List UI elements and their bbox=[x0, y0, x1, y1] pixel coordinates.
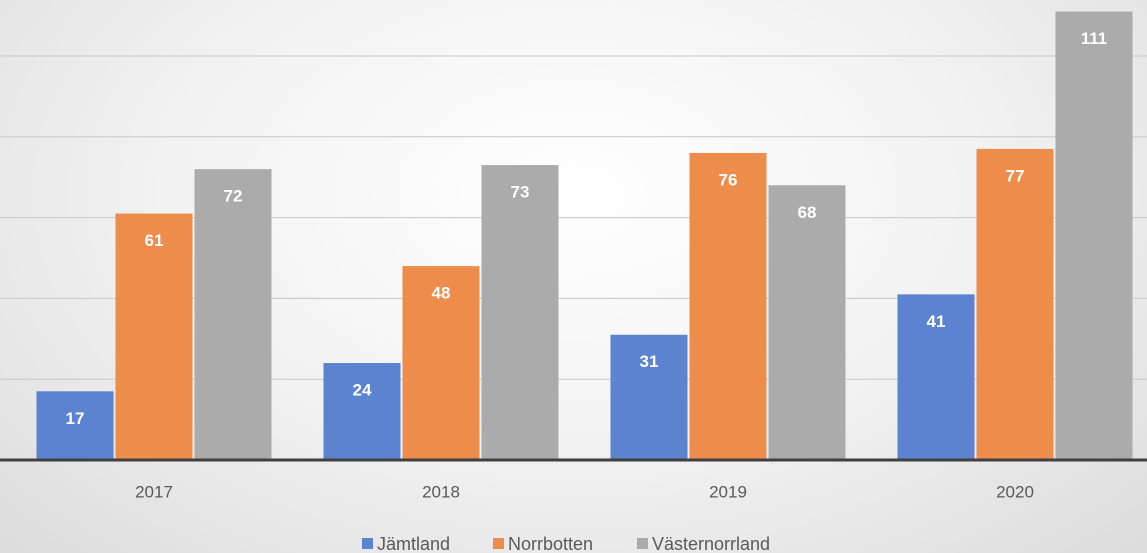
data-label: 41 bbox=[927, 312, 946, 331]
data-label: 72 bbox=[224, 187, 243, 206]
data-label: 48 bbox=[432, 284, 451, 303]
bar bbox=[194, 169, 272, 460]
data-label: 61 bbox=[145, 231, 164, 250]
bar bbox=[689, 152, 767, 460]
bar bbox=[976, 148, 1054, 461]
legend-label: Norrbotten bbox=[508, 534, 593, 553]
data-label: 77 bbox=[1006, 166, 1025, 185]
data-label: 24 bbox=[353, 381, 372, 400]
bar bbox=[1055, 11, 1133, 461]
bar bbox=[768, 185, 846, 460]
bar bbox=[610, 334, 688, 460]
data-label: 31 bbox=[640, 352, 659, 371]
data-label: 68 bbox=[798, 203, 817, 222]
data-label: 17 bbox=[66, 409, 85, 428]
legend-swatch bbox=[362, 538, 373, 549]
data-label: 73 bbox=[511, 183, 530, 202]
data-label: 76 bbox=[719, 170, 738, 189]
x-tick-label: 2019 bbox=[709, 482, 747, 501]
bar bbox=[36, 391, 114, 460]
bar bbox=[323, 363, 401, 460]
legend-label: Jämtland bbox=[377, 534, 450, 553]
x-tick-label: 2017 bbox=[135, 482, 173, 501]
bar bbox=[115, 213, 193, 460]
legend-label: Västernorrland bbox=[652, 534, 770, 553]
legend-swatch bbox=[493, 538, 504, 549]
bar bbox=[897, 294, 975, 460]
bar bbox=[481, 165, 559, 460]
data-label: 111 bbox=[1081, 29, 1108, 48]
x-tick-label: 2020 bbox=[996, 482, 1034, 501]
legend-swatch bbox=[637, 538, 648, 549]
x-tick-label: 2018 bbox=[422, 482, 460, 501]
bar bbox=[402, 266, 480, 460]
